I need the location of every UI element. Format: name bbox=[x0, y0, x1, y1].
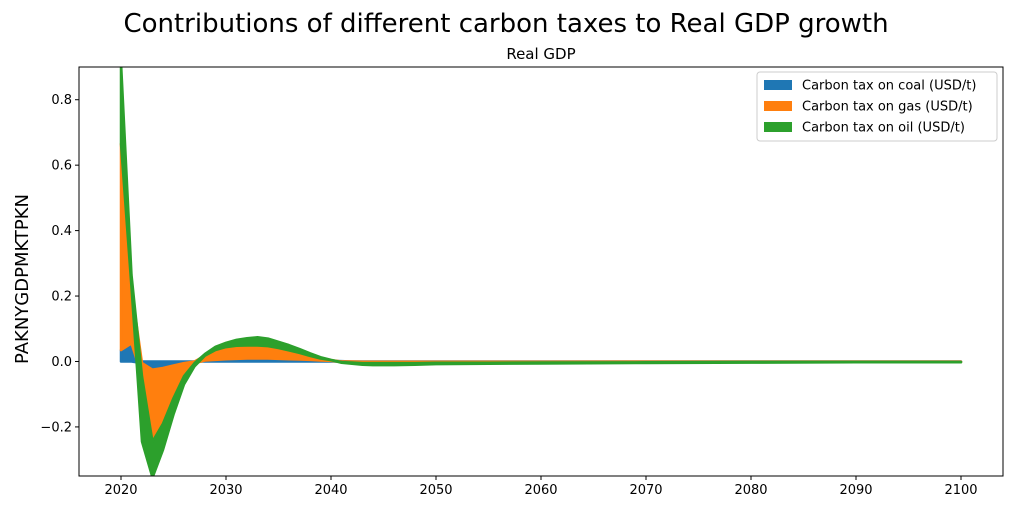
x-tick-label: 2070 bbox=[629, 483, 662, 498]
y-axis: −0.2 0.0 0.2 0.4 0.6 0.8 bbox=[40, 93, 79, 435]
y-tick-label: −0.2 bbox=[40, 420, 72, 435]
legend-label-3: Carbon tax on oil (USD/t) bbox=[802, 121, 965, 136]
legend-label-1: Carbon tax on coal (USD/t) bbox=[802, 79, 976, 94]
x-tick-label: 2060 bbox=[524, 483, 557, 498]
axes-title: Real GDP bbox=[506, 45, 575, 63]
x-axis: 2020 2030 2040 2050 2060 2070 2080 2090 2100 bbox=[104, 476, 978, 498]
y-tick-label: 0.2 bbox=[51, 290, 72, 305]
legend-swatch-3 bbox=[764, 122, 792, 132]
legend-box bbox=[756, 71, 998, 142]
legend-swatch-2 bbox=[764, 101, 792, 111]
area-series-2 bbox=[119, 142, 963, 443]
y-tick-label: 0.6 bbox=[51, 159, 72, 174]
y-tick-label: 0.4 bbox=[51, 224, 72, 239]
area-series-3 bbox=[119, 67, 963, 476]
y-axis-label: PAKNYGDPMKTPKN bbox=[12, 194, 33, 364]
x-tick-label: 2030 bbox=[209, 483, 242, 498]
x-tick-label: 2050 bbox=[419, 483, 452, 498]
legend-swatch-1 bbox=[764, 80, 792, 90]
chart-title: Contributions of different carbon taxes … bbox=[123, 9, 888, 39]
x-tick-label: 2080 bbox=[734, 483, 767, 498]
x-tick-label: 2090 bbox=[839, 483, 872, 498]
plot-area-series bbox=[119, 67, 963, 476]
x-tick-label: 2100 bbox=[944, 483, 977, 498]
y-tick-label: 0.0 bbox=[51, 355, 72, 370]
legend: Carbon tax on coal (USD/t) Carbon tax on … bbox=[756, 71, 998, 142]
x-tick-label: 2020 bbox=[104, 483, 137, 498]
x-tick-label: 2040 bbox=[314, 483, 347, 498]
legend-label-2: Carbon tax on gas (USD/t) bbox=[802, 100, 973, 115]
y-tick-label: 0.8 bbox=[51, 93, 72, 108]
